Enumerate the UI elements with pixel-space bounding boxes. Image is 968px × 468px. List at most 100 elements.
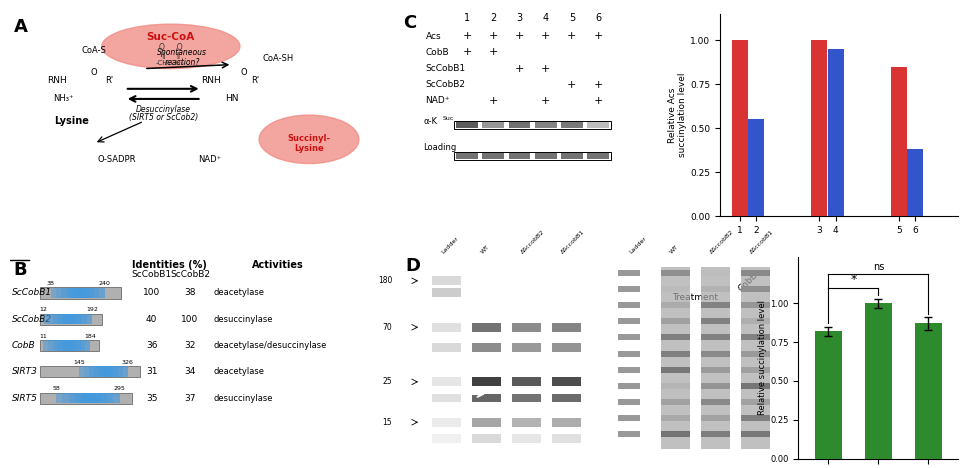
Text: Suc: Suc: [443, 116, 454, 121]
Bar: [661, 351, 689, 357]
Bar: [661, 415, 689, 421]
Bar: [552, 343, 581, 352]
Bar: [618, 334, 640, 340]
Text: 192: 192: [86, 307, 98, 312]
Text: NAD⁺: NAD⁺: [426, 96, 450, 105]
Text: 58: 58: [52, 386, 60, 391]
Bar: [618, 318, 640, 324]
Bar: [741, 383, 770, 389]
Bar: [618, 415, 640, 421]
Text: D: D: [405, 256, 420, 275]
Bar: [512, 377, 541, 386]
Bar: [701, 334, 730, 340]
Text: 25: 25: [382, 377, 392, 387]
Bar: [94, 288, 100, 298]
Bar: [482, 122, 504, 128]
Text: Spontaneous
reaction?: Spontaneous reaction?: [158, 48, 207, 67]
Text: 1: 1: [464, 13, 470, 23]
Bar: [69, 393, 76, 403]
Bar: [77, 288, 83, 298]
Bar: [433, 377, 461, 386]
Bar: [83, 288, 89, 298]
Text: deacetylase: deacetylase: [213, 367, 264, 376]
Bar: [84, 366, 89, 377]
Bar: [661, 399, 689, 405]
Text: desuccinylase: desuccinylase: [213, 314, 273, 324]
Text: HN: HN: [226, 95, 239, 103]
Text: 37: 37: [184, 394, 196, 402]
Text: Acs: Acs: [426, 32, 441, 41]
Bar: [748, 119, 765, 216]
Text: ΔSccobB1: ΔSccobB1: [749, 229, 774, 255]
Text: 100: 100: [181, 314, 198, 324]
Bar: [741, 367, 770, 373]
Bar: [732, 40, 747, 216]
Bar: [618, 399, 640, 405]
Bar: [81, 393, 88, 403]
Text: ScCobB2: ScCobB2: [890, 271, 924, 305]
Bar: [48, 340, 52, 351]
Bar: [456, 153, 478, 159]
Bar: [661, 383, 689, 389]
Bar: [63, 314, 68, 324]
Bar: [561, 153, 583, 159]
Bar: [89, 366, 94, 377]
Text: ΔSccobB2: ΔSccobB2: [520, 229, 546, 255]
Text: (SIRT5 or ScCob2): (SIRT5 or ScCob2): [129, 113, 197, 122]
Text: 6: 6: [595, 13, 601, 23]
Bar: [741, 286, 770, 292]
Text: α-K: α-K: [423, 117, 438, 125]
Text: RNH: RNH: [47, 76, 67, 85]
Bar: [701, 270, 730, 276]
Bar: [73, 288, 77, 298]
Text: 100: 100: [143, 288, 161, 298]
Ellipse shape: [259, 115, 359, 164]
Text: ΔSccobB1: ΔSccobB1: [560, 229, 586, 255]
Bar: [588, 122, 609, 128]
Text: 36: 36: [146, 341, 158, 350]
Bar: [94, 393, 101, 403]
Bar: [48, 314, 53, 324]
Text: +: +: [463, 31, 471, 41]
Text: 5: 5: [569, 13, 575, 23]
Text: +: +: [567, 31, 577, 41]
Text: *: *: [850, 273, 857, 286]
Text: +: +: [593, 80, 603, 90]
Bar: [741, 302, 770, 308]
Bar: [534, 122, 557, 128]
Bar: [454, 121, 612, 129]
Bar: [61, 288, 67, 298]
Bar: [512, 418, 541, 427]
Bar: [113, 393, 120, 403]
Text: Treatment: Treatment: [672, 293, 718, 302]
Bar: [618, 351, 640, 357]
Bar: [907, 149, 923, 216]
Bar: [701, 302, 730, 308]
Text: Lysine: Lysine: [53, 116, 88, 126]
Bar: [512, 394, 541, 402]
Bar: [618, 431, 640, 438]
Bar: [94, 366, 99, 377]
Bar: [512, 434, 541, 443]
Bar: [482, 153, 504, 159]
Text: SIRT3: SIRT3: [12, 367, 38, 376]
Text: Desuccinylase: Desuccinylase: [136, 104, 191, 114]
Bar: [88, 393, 94, 403]
Text: +: +: [489, 47, 498, 58]
Text: 11: 11: [40, 334, 47, 338]
Text: ScCobB1: ScCobB1: [810, 271, 845, 306]
Text: Ladder: Ladder: [440, 235, 459, 255]
Bar: [618, 286, 640, 292]
Text: SIRT5: SIRT5: [12, 394, 38, 402]
Text: Loading: Loading: [423, 143, 457, 152]
Text: WT: WT: [669, 244, 680, 255]
Text: R': R': [106, 76, 114, 85]
Bar: [76, 340, 80, 351]
Bar: [41, 340, 100, 351]
Text: 12: 12: [40, 307, 47, 312]
Bar: [87, 314, 92, 324]
Bar: [99, 366, 104, 377]
Bar: [661, 286, 689, 292]
Bar: [62, 340, 67, 351]
Text: 326: 326: [122, 360, 134, 365]
